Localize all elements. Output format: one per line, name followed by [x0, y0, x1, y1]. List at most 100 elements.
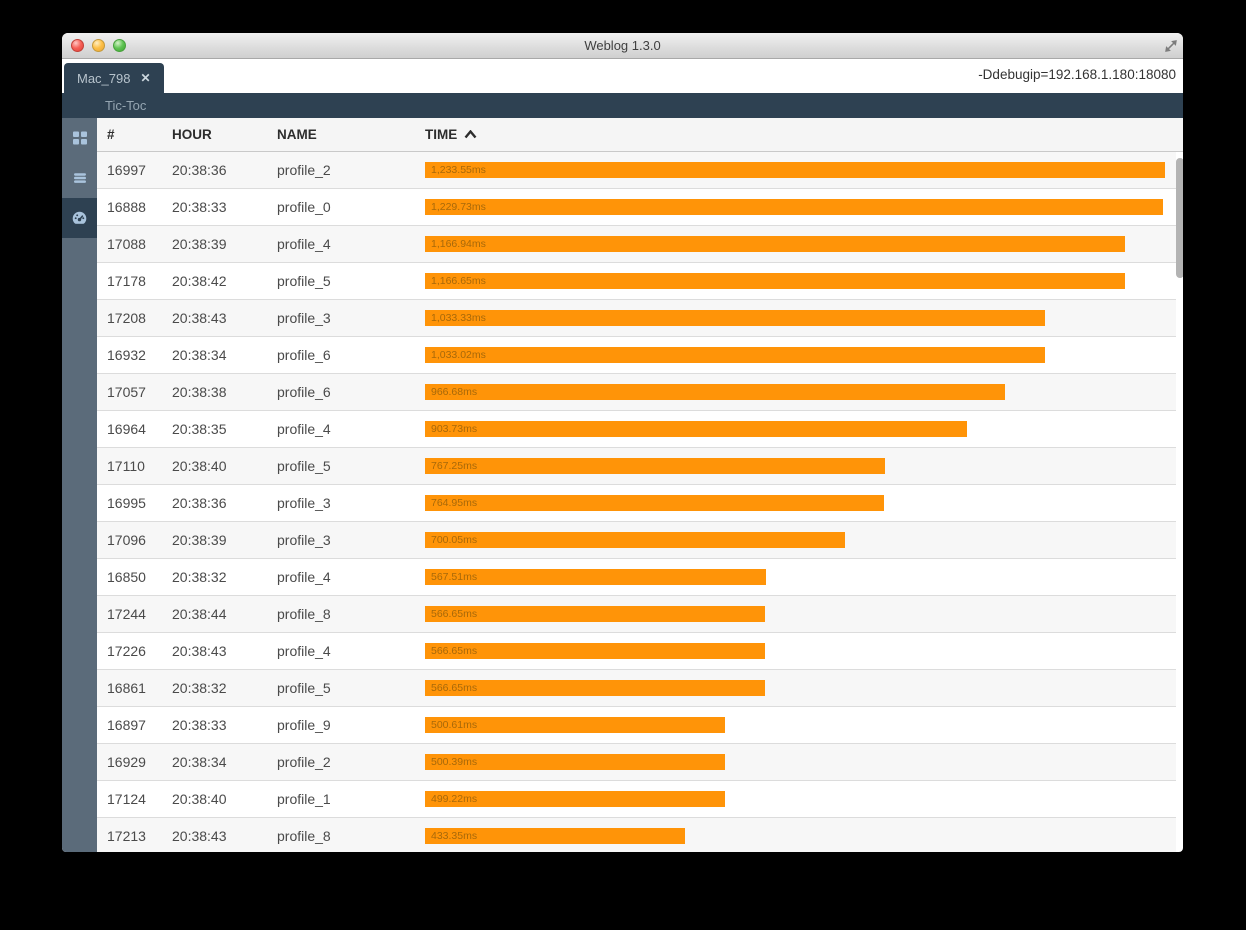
cell-number: 16932 — [107, 347, 146, 363]
cell-time: 1,229.73ms — [425, 199, 1176, 215]
cell-name: profile_4 — [277, 569, 331, 585]
table-row[interactable]: 16888 20:38:33 profile_0 1,229.73ms — [97, 189, 1176, 226]
cell-name: profile_1 — [277, 791, 331, 807]
time-bar: 767.25ms — [425, 458, 885, 474]
cell-name: profile_4 — [277, 421, 331, 437]
titlebar[interactable]: Weblog 1.3.0 — [62, 33, 1183, 59]
column-header-number[interactable]: # — [107, 127, 115, 142]
table-row[interactable]: 17226 20:38:43 profile_4 566.65ms — [97, 633, 1176, 670]
grid-icon — [72, 130, 88, 146]
table-row[interactable]: 16995 20:38:36 profile_3 764.95ms — [97, 485, 1176, 522]
table-row[interactable]: 17088 20:38:39 profile_4 1,166.94ms — [97, 226, 1176, 263]
cell-number: 16897 — [107, 717, 146, 733]
vertical-scrollbar-thumb[interactable] — [1176, 158, 1183, 278]
time-bar: 1,233.55ms — [425, 162, 1165, 178]
cell-number: 17096 — [107, 532, 146, 548]
table-row[interactable]: 17244 20:38:44 profile_8 566.65ms — [97, 596, 1176, 633]
column-header-hour[interactable]: HOUR — [172, 127, 212, 142]
cell-time: 1,033.02ms — [425, 347, 1176, 363]
time-bar: 700.05ms — [425, 532, 845, 548]
cell-number: 17088 — [107, 236, 146, 252]
cell-time: 1,166.94ms — [425, 236, 1176, 252]
column-header-time[interactable]: TIME — [425, 127, 1176, 142]
sidebar-item-list[interactable] — [62, 158, 97, 198]
table-row[interactable]: 16964 20:38:35 profile_4 903.73ms — [97, 411, 1176, 448]
cell-number: 17244 — [107, 606, 146, 622]
cell-name: profile_0 — [277, 199, 331, 215]
time-bar: 500.61ms — [425, 717, 725, 733]
time-bar: 1,166.94ms — [425, 236, 1125, 252]
resize-arrows-icon[interactable] — [1164, 39, 1178, 53]
table-row[interactable]: 17178 20:38:42 profile_5 1,166.65ms — [97, 263, 1176, 300]
cell-name: profile_4 — [277, 236, 331, 252]
cell-name: profile_6 — [277, 384, 331, 400]
table-row[interactable]: 16850 20:38:32 profile_4 567.51ms — [97, 559, 1176, 596]
table-row[interactable]: 16997 20:38:36 profile_2 1,233.55ms — [97, 152, 1176, 189]
cell-hour: 20:38:43 — [172, 310, 227, 326]
cell-number: 16888 — [107, 199, 146, 215]
cell-name: profile_3 — [277, 495, 331, 511]
time-bar-label: 433.35ms — [431, 830, 478, 842]
table-row[interactable]: 17110 20:38:40 profile_5 767.25ms — [97, 448, 1176, 485]
table-row[interactable]: 16861 20:38:32 profile_5 566.65ms — [97, 670, 1176, 707]
table-row[interactable]: 16897 20:38:33 profile_9 500.61ms — [97, 707, 1176, 744]
cell-hour: 20:38:32 — [172, 680, 227, 696]
tab-mac-798[interactable]: Mac_798 ✕ — [64, 63, 164, 93]
table-row[interactable]: 17208 20:38:43 profile_3 1,033.33ms — [97, 300, 1176, 337]
time-bar: 566.65ms — [425, 606, 765, 622]
cell-name: profile_3 — [277, 532, 331, 548]
time-bar: 433.35ms — [425, 828, 685, 844]
time-bar-label: 1,166.94ms — [431, 238, 486, 250]
cell-time: 500.61ms — [425, 717, 1176, 733]
close-window-button[interactable] — [71, 39, 84, 52]
cell-time: 433.35ms — [425, 828, 1176, 844]
subheader-label: Tic-Toc — [105, 98, 147, 113]
time-bar-label: 767.25ms — [431, 460, 478, 472]
table-area: # HOUR NAME TIME 16997 20:38:36 profile_… — [97, 118, 1183, 852]
time-bar: 1,229.73ms — [425, 199, 1163, 215]
time-bar: 567.51ms — [425, 569, 766, 585]
table-body: 16997 20:38:36 profile_2 1,233.55ms 1688… — [97, 152, 1183, 852]
time-bar-label: 566.65ms — [431, 645, 478, 657]
cell-number: 16861 — [107, 680, 146, 696]
cell-name: profile_5 — [277, 680, 331, 696]
cell-time: 767.25ms — [425, 458, 1176, 474]
column-header-name[interactable]: NAME — [277, 127, 317, 142]
time-bar-label: 566.65ms — [431, 682, 478, 694]
time-bar-label: 1,229.73ms — [431, 201, 486, 213]
sort-ascending-caret-icon — [464, 130, 477, 139]
table-row[interactable]: 17124 20:38:40 profile_1 499.22ms — [97, 781, 1176, 818]
cell-name: profile_4 — [277, 643, 331, 659]
zoom-window-button[interactable] — [113, 39, 126, 52]
tab-close-icon[interactable]: ✕ — [140, 71, 151, 85]
cell-name: profile_2 — [277, 754, 331, 770]
time-bar: 500.39ms — [425, 754, 725, 770]
cell-hour: 20:38:36 — [172, 162, 227, 178]
time-bar-label: 966.68ms — [431, 386, 478, 398]
cell-number: 17124 — [107, 791, 146, 807]
cell-time: 499.22ms — [425, 791, 1176, 807]
table-row[interactable]: 17057 20:38:38 profile_6 966.68ms — [97, 374, 1176, 411]
cell-number: 16929 — [107, 754, 146, 770]
sidebar-item-grid[interactable] — [62, 118, 97, 158]
table-row[interactable]: 17213 20:38:43 profile_8 433.35ms — [97, 818, 1176, 852]
cell-name: profile_6 — [277, 347, 331, 363]
cell-hour: 20:38:33 — [172, 717, 227, 733]
cell-hour: 20:38:42 — [172, 273, 227, 289]
table-row[interactable]: 16932 20:38:34 profile_6 1,033.02ms — [97, 337, 1176, 374]
time-bar: 966.68ms — [425, 384, 1005, 400]
time-bar-label: 500.39ms — [431, 756, 478, 768]
cell-name: profile_8 — [277, 828, 331, 844]
table-row[interactable]: 16929 20:38:34 profile_2 500.39ms — [97, 744, 1176, 781]
time-bar-label: 566.65ms — [431, 608, 478, 620]
window-controls — [62, 39, 126, 52]
cell-number: 17178 — [107, 273, 146, 289]
sidebar — [62, 118, 97, 852]
time-bar-label: 1,033.33ms — [431, 312, 486, 324]
sidebar-item-dashboard[interactable] — [62, 198, 97, 238]
time-bar-label: 700.05ms — [431, 534, 478, 546]
cell-hour: 20:38:34 — [172, 347, 227, 363]
minimize-window-button[interactable] — [92, 39, 105, 52]
cell-hour: 20:38:35 — [172, 421, 227, 437]
table-row[interactable]: 17096 20:38:39 profile_3 700.05ms — [97, 522, 1176, 559]
